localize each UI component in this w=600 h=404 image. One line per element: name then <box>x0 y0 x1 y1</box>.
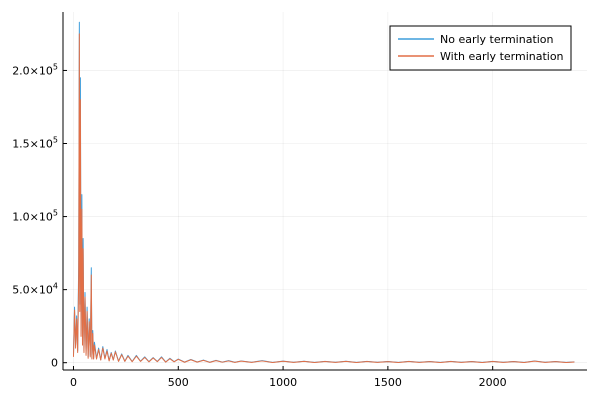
legend: No early termination With early terminati… <box>389 25 572 71</box>
axes-layer <box>62 12 587 371</box>
series-layer <box>72 21 575 363</box>
x-tick-label: 500 <box>168 376 189 389</box>
x-tick-label: 1500 <box>374 376 402 389</box>
legend-label-2: With early termination <box>440 50 564 63</box>
legend-label-1: No early termination <box>440 33 554 46</box>
y-tick-label: 1.0×105 <box>12 209 58 224</box>
legend-box <box>389 25 572 71</box>
x-tick-label: 1000 <box>269 376 297 389</box>
y-tick-label: 0 <box>51 357 58 370</box>
x-tick-label: 0 <box>70 376 77 389</box>
y-tick-label: 5.0×104 <box>12 282 58 297</box>
y-tick-label: 2.0×105 <box>12 62 58 77</box>
x-tick-label: 2000 <box>479 376 507 389</box>
series-line-2 <box>72 33 575 363</box>
series-line-1 <box>72 21 575 363</box>
ticks-layer: 0 500 1000 1500 2000 0 5.0×104 1.0×105 1.5×105 2.… <box>12 62 506 389</box>
y-tick-label: 1.5×105 <box>12 136 58 151</box>
